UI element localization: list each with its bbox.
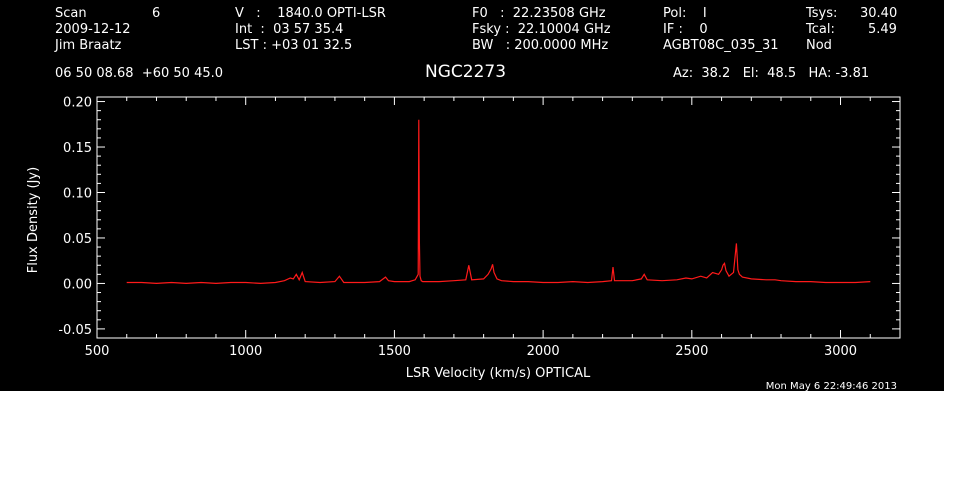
velocity-readout: V : 1840.0 OPTI-LSR — [235, 6, 386, 21]
y-tick-label: 0.05 — [63, 232, 92, 247]
x-tick-label: 3000 — [824, 344, 857, 359]
az-el-ha-readout: Az: 38.2 El: 48.5 HA: -3.81 — [673, 66, 870, 81]
rest-frequency: F0 : 22.23508 GHz — [472, 6, 606, 21]
y-tick-label: 0.10 — [63, 186, 92, 201]
y-tick-label: -0.05 — [58, 323, 92, 338]
y-tick-label: 0.00 — [63, 277, 92, 292]
tsys-value: 30.40 — [860, 6, 898, 21]
bandwidth: BW : 200.0000 MHz — [472, 38, 609, 53]
observation-date: 2009-12-12 — [55, 22, 131, 37]
tcal-value: 5.49 — [868, 22, 897, 37]
y-tick-label: 0.20 — [63, 96, 92, 111]
scan-number: 6 — [152, 6, 161, 21]
axis-ticks — [96, 97, 901, 339]
x-tick-label: 1500 — [378, 344, 411, 359]
tsys-label: Tsys: — [806, 6, 838, 21]
spectrum-series — [126, 119, 871, 285]
tcal-label: Tcal: — [806, 22, 835, 37]
if-number: IF : 0 — [663, 22, 708, 37]
x-tick-label: 500 — [85, 344, 110, 359]
plot-frame — [96, 96, 901, 339]
x-tick-label: 2000 — [527, 344, 560, 359]
x-tick-label: 1000 — [229, 344, 262, 359]
spectrum-line — [126, 119, 871, 285]
y-axis-label: Flux Density (Jy) — [26, 167, 41, 273]
scan-label: Scan — [55, 6, 87, 21]
lst-readout: LST : +03 01 32.5 — [235, 38, 353, 53]
observer-name: Jim Braatz — [55, 38, 122, 53]
integration-readout: Int : 03 57 35.4 — [235, 22, 344, 37]
plot-timestamp: Mon May 6 22:49:46 2013 — [766, 381, 897, 391]
plot-panel: { "header": { "scan_label": "Scan", "sca… — [0, 0, 944, 391]
source-name: NGC2273 — [425, 62, 507, 82]
source-coordinates: 06 50 08.68 +60 50 45.0 — [55, 66, 224, 81]
sky-frequency: Fsky : 22.10004 GHz — [472, 22, 611, 37]
x-tick-label: 2500 — [675, 344, 708, 359]
observing-mode: Nod — [806, 38, 832, 53]
axis-tick-labels: 500 1000 1500 2000 2500 3000 -0.05 0.00 0.05 0.10… — [58, 96, 857, 359]
spectrum-plot: 500 1000 1500 2000 2500 3000 -0.05 0.00 0.05 0.10… — [26, 96, 901, 391]
project-id: AGBT08C_035_31 — [663, 38, 779, 53]
polarization: Pol: I — [663, 6, 707, 21]
y-tick-label: 0.15 — [63, 141, 92, 156]
x-axis-label: LSR Velocity (km/s) OPTICAL — [406, 366, 591, 381]
